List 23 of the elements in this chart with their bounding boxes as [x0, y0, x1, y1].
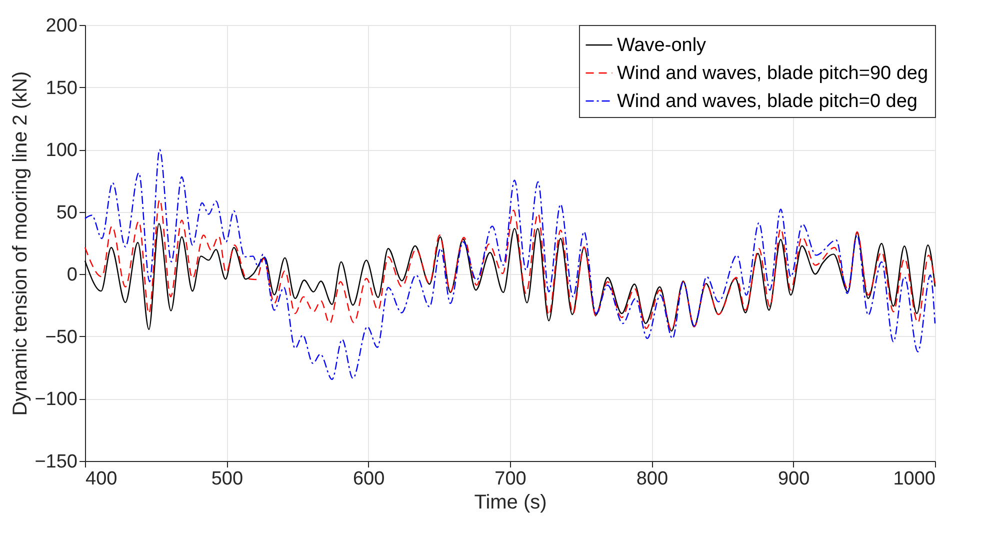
x-tick-label: 900 — [778, 468, 810, 490]
y-tick-label: 50 — [56, 202, 78, 224]
x-tick-label: 400 — [86, 468, 118, 490]
y-tick-label: 0 — [66, 264, 78, 286]
y-axis-title: Dynamic tension of mooring line 2 (kN) — [10, 71, 32, 416]
legend-label: Wind and waves, blade pitch=90 deg — [617, 63, 928, 84]
y-tick-label: −100 — [34, 389, 78, 410]
y-tick-label: 100 — [46, 140, 78, 162]
legend-label: Wave-only — [617, 35, 707, 56]
y-tick-label: 150 — [46, 78, 78, 99]
y-tick-label: −150 — [34, 452, 78, 472]
line-series — [84, 198, 936, 331]
x-axis-title: Time (s) — [474, 492, 547, 514]
x-tick-label: 1000 — [893, 468, 936, 490]
line-series — [84, 148, 936, 380]
line-series — [84, 222, 936, 332]
x-tick-label: 500 — [211, 468, 244, 490]
y-tick-label: 200 — [46, 16, 78, 36]
x-tick-label: 800 — [636, 468, 668, 490]
y-tick-label: −50 — [45, 326, 78, 348]
legend-label: Wind and waves, blade pitch=0 deg — [617, 91, 918, 112]
x-tick-label: 700 — [494, 468, 526, 490]
x-tick-label: 600 — [352, 468, 385, 490]
